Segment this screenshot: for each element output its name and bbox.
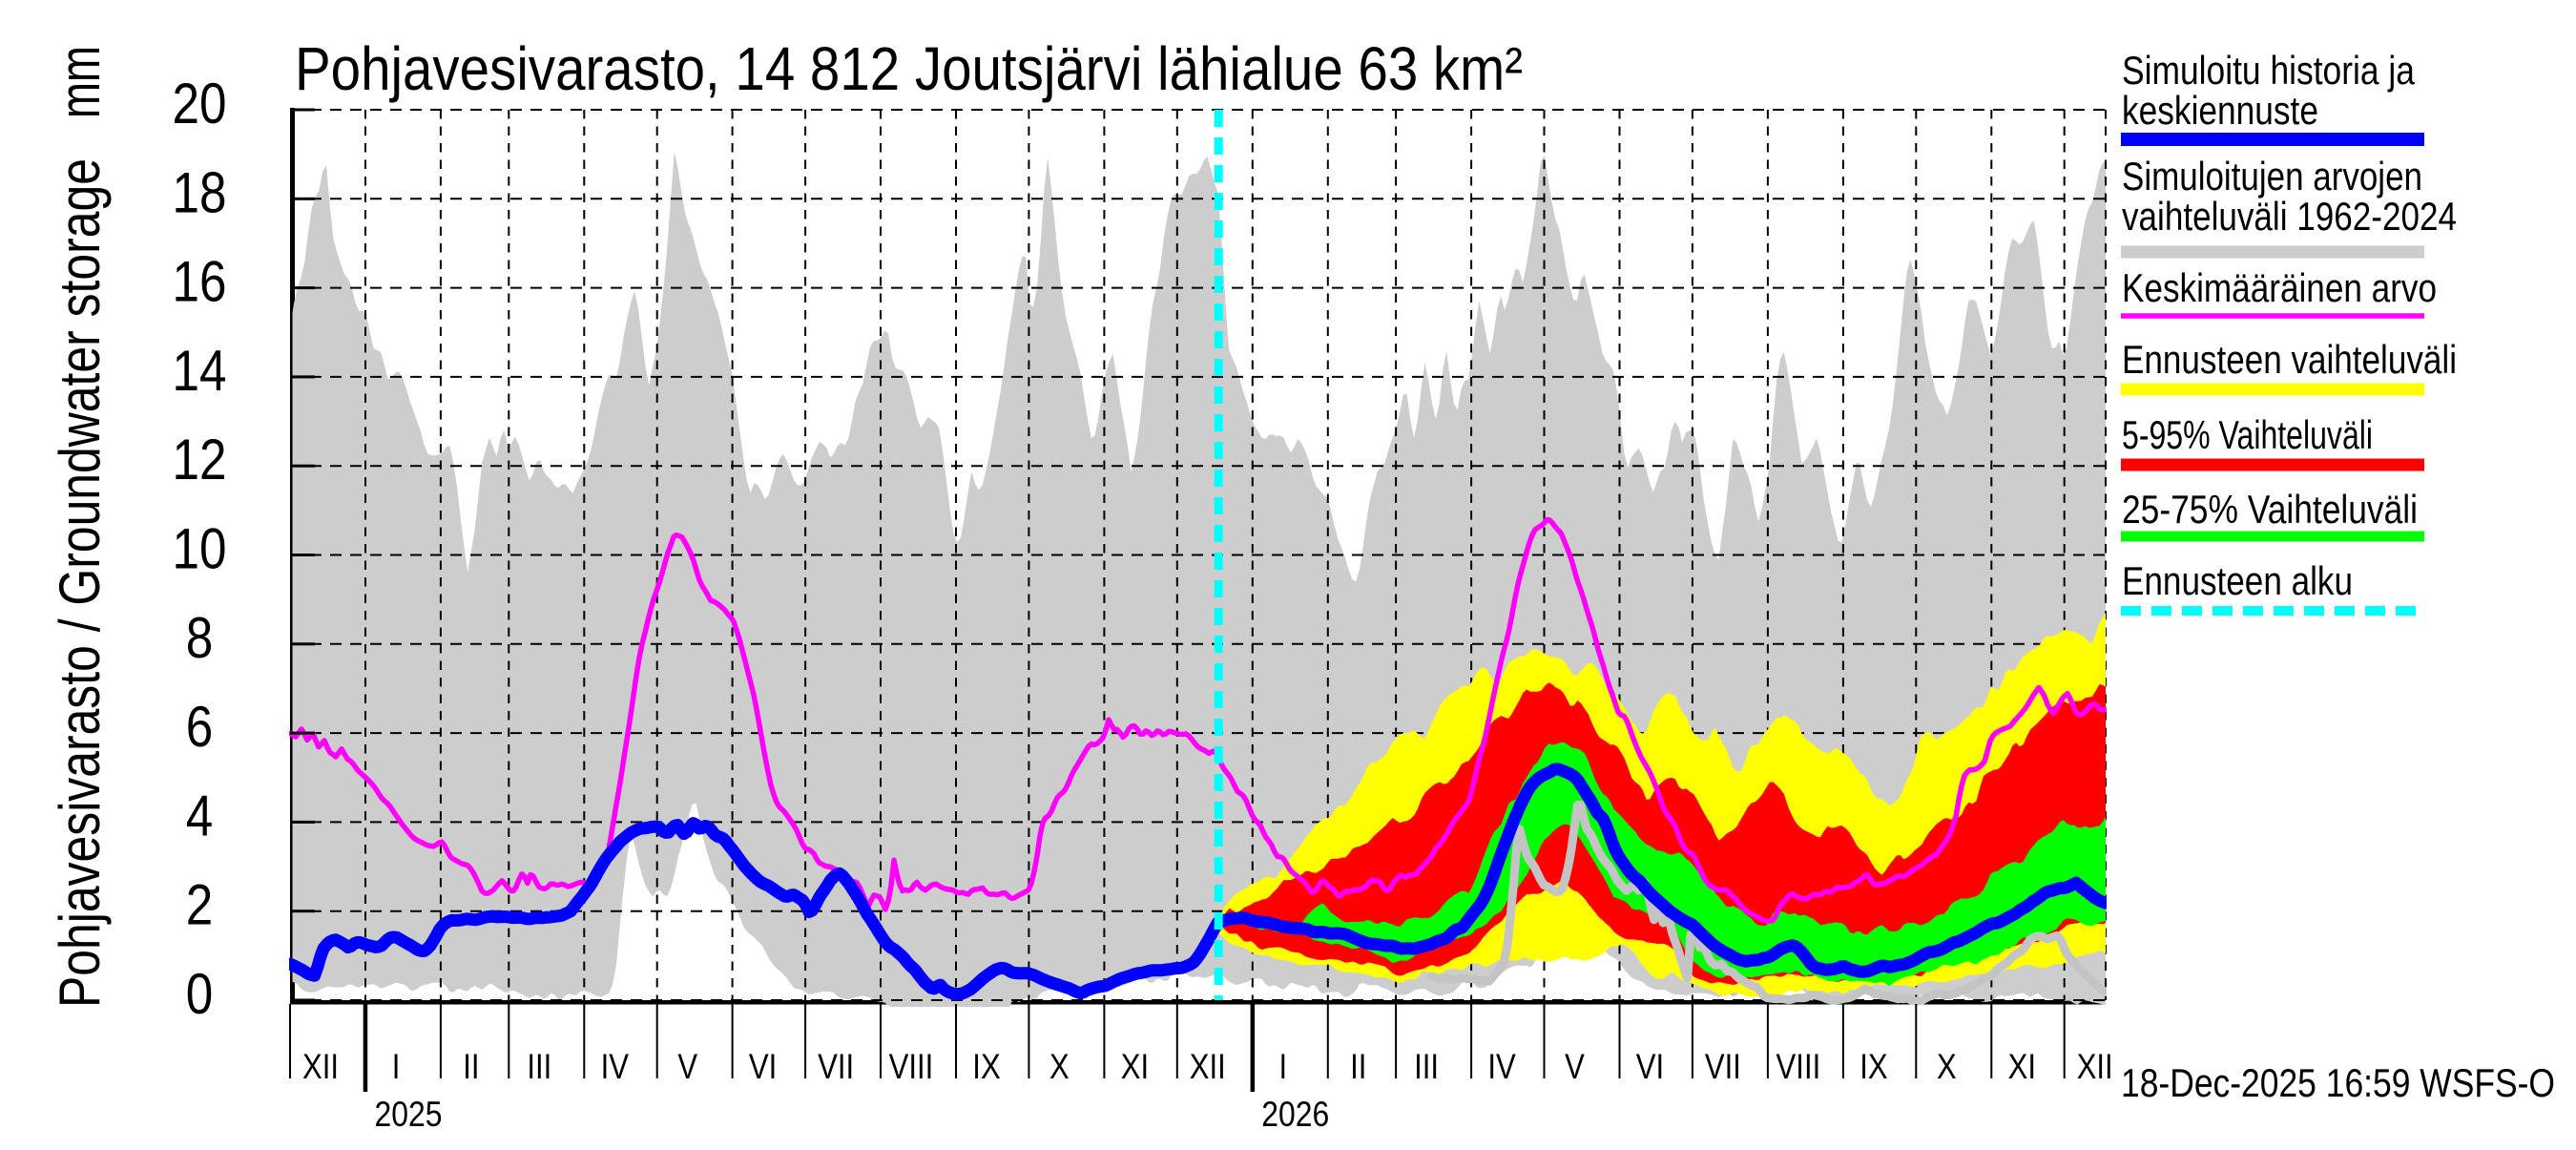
svg-text:6: 6 [186,695,214,759]
svg-text:2: 2 [186,873,214,937]
svg-text:25-75% Vaihteluväli: 25-75% Vaihteluväli [2122,487,2418,532]
svg-text:IV: IV [1487,1047,1516,1086]
svg-text:18-Dec-2025 16:59 WSFS-O: 18-Dec-2025 16:59 WSFS-O [2121,1060,2555,1105]
svg-text:8: 8 [186,606,214,670]
svg-text:XI: XI [1121,1047,1149,1086]
svg-text:V: V [1565,1047,1585,1086]
svg-text:20: 20 [173,72,227,136]
svg-text:2025: 2025 [375,1095,443,1134]
svg-text:II: II [463,1047,479,1086]
svg-text:III: III [527,1047,551,1086]
svg-text:XII: XII [1190,1047,1226,1086]
svg-text:18: 18 [173,160,227,224]
svg-text:IX: IX [1859,1047,1887,1086]
svg-text:keskiennuste: keskiennuste [2122,88,2318,133]
svg-text:14: 14 [173,339,227,403]
svg-text:Ennusteen alku: Ennusteen alku [2122,558,2353,603]
svg-text:12: 12 [173,428,227,491]
svg-text:Pohjavesivarasto / Groundwater: Pohjavesivarasto / Groundwater storage [48,158,112,1008]
svg-text:XII: XII [2077,1047,2113,1086]
svg-text:VI: VI [749,1047,777,1086]
svg-text:XI: XI [2008,1047,2036,1086]
svg-text:2026: 2026 [1261,1095,1329,1134]
svg-text:Keskimääräinen arvo: Keskimääräinen arvo [2122,265,2437,310]
svg-text:vaihteluväli 1962-2024: vaihteluväli 1962-2024 [2122,194,2457,239]
svg-text:4: 4 [186,784,214,847]
svg-text:I: I [1279,1047,1288,1086]
svg-text:IV: IV [601,1047,630,1086]
svg-text:X: X [1937,1047,1957,1086]
svg-text:VIII: VIII [1776,1047,1821,1086]
svg-text:I: I [392,1047,401,1086]
svg-text:5-95% Vaihteluväli: 5-95% Vaihteluväli [2122,412,2373,457]
svg-text:III: III [1414,1047,1439,1086]
svg-text:10: 10 [173,517,227,581]
svg-text:XII: XII [302,1047,339,1086]
svg-text:Pohjavesivarasto, 14 812 Jouts: Pohjavesivarasto, 14 812 Joutsjärvi lähi… [295,34,1523,103]
svg-text:VI: VI [1636,1047,1664,1086]
svg-text:X: X [1049,1047,1070,1086]
svg-text:V: V [677,1047,697,1086]
svg-text:II: II [1350,1047,1366,1086]
svg-text:VII: VII [818,1047,854,1086]
svg-text:IX: IX [972,1047,1000,1086]
svg-text:16: 16 [173,250,227,314]
svg-text:Ennusteen vaihteluväli: Ennusteen vaihteluväli [2122,337,2457,382]
svg-text:0: 0 [186,962,214,1026]
svg-text:Simuloitu historia ja: Simuloitu historia ja [2122,48,2416,93]
svg-text:VII: VII [1705,1047,1741,1086]
svg-text:mm: mm [48,46,112,118]
svg-text:VIII: VIII [889,1047,934,1086]
svg-text:Simuloitujen arvojen: Simuloitujen arvojen [2122,154,2422,199]
